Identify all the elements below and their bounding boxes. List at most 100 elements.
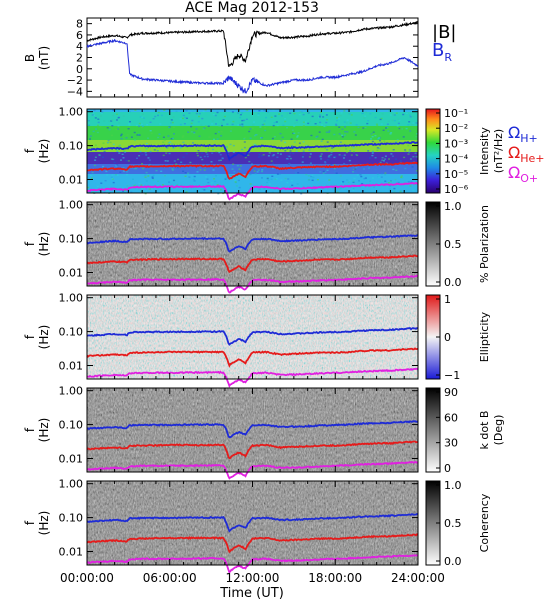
intensity-speck (190, 122, 193, 125)
intensity-speck (140, 116, 143, 118)
intensity-speck (402, 136, 405, 138)
intensity-speck (296, 135, 299, 137)
intensity-speck (320, 111, 322, 113)
intensity-speck (346, 119, 349, 121)
intensity-speck (106, 127, 109, 129)
intensity-speck (147, 157, 150, 159)
intensity-speck (221, 124, 223, 127)
intensity-speck (220, 121, 223, 124)
intensity-speck (302, 150, 305, 152)
panel-polarization: 1.00 0.10 0.01 f (Hz) 1.0 0.5 0.0 % Polarization (23, 199, 491, 294)
intensity-speck (212, 113, 215, 116)
intensity-speck (223, 115, 226, 118)
intensity-speck (278, 113, 281, 115)
intensity-speck (234, 179, 236, 182)
polarization-texture (87, 202, 418, 286)
intensity-speck (326, 119, 329, 121)
intensity-speck (116, 164, 119, 166)
panel-ellipticity: 1.00 0.10 0.01 f (Hz) 1 0 −1 Ellipticity (23, 292, 491, 388)
intensity-speck (279, 153, 282, 155)
intensity-speck (412, 122, 415, 124)
intensity-speck (377, 138, 379, 140)
intensity-speck (341, 136, 344, 138)
intensity-speck (100, 112, 103, 114)
intensity-speck (266, 177, 269, 180)
intensity-speck (197, 121, 200, 123)
intensity-speck (176, 183, 179, 186)
colorbar-title: k dot B (478, 411, 491, 450)
colorbar-tick-label: 0 (444, 331, 451, 344)
intensity-speck (270, 160, 273, 162)
intensity-speck (327, 156, 330, 158)
intensity-speck (399, 159, 402, 162)
omega-legend: ΩH+ ΩHe+ ΩO+ (508, 123, 545, 185)
intensity-speck (215, 123, 217, 125)
f-ylabel-top: f (23, 148, 37, 153)
intensity-speck (274, 178, 277, 180)
intensity-speck (393, 114, 396, 116)
intensity-speck (149, 121, 152, 123)
b-ytick-label: 6 (76, 29, 83, 42)
intensity-speck (335, 123, 338, 125)
intensity-speck (238, 168, 241, 170)
intensity-speck (338, 188, 341, 190)
intensity-speck (94, 159, 97, 161)
intensity-speck (102, 142, 105, 144)
intensity-speck (230, 127, 233, 130)
intensity-speck (248, 174, 251, 176)
intensity-colorbar (425, 108, 441, 194)
intensity-speck (295, 119, 298, 121)
intensity-speck (127, 160, 130, 162)
intensity-speck (243, 138, 246, 140)
colorbar-tick-label: 0.5 (444, 517, 462, 530)
intensity-speck (372, 186, 375, 188)
colorbar-tick-label: 10⁻³ (444, 137, 468, 150)
intensity-speck (319, 116, 321, 118)
intensity-speck (339, 115, 342, 117)
intensity-speck (318, 131, 321, 133)
intensity-speck (326, 169, 329, 171)
intensity-speck (324, 171, 327, 173)
intensity-speck (389, 133, 392, 135)
intensity-speck (354, 134, 357, 136)
x-axis-label: Time (UT) (219, 586, 284, 600)
intensity-speck (214, 114, 217, 117)
intensity-speck (204, 125, 207, 127)
intensity-speck (336, 119, 338, 122)
intensity-speck (171, 169, 174, 171)
intensity-speck (239, 165, 242, 167)
colorbar-tick-label: 0 (444, 462, 451, 475)
intensity-speck (203, 155, 206, 158)
intensity-speck (294, 171, 297, 173)
intensity-speck (118, 152, 121, 154)
colorbar-tick-label: 10⁻¹ (444, 107, 468, 120)
colorbar-tick-label: 90 (444, 386, 458, 399)
intensity-speck (175, 163, 178, 165)
intensity-speck (181, 136, 184, 138)
intensity-speck (229, 130, 232, 132)
intensity-speck (369, 180, 372, 182)
x-tick-label: 12:00:00 (226, 571, 280, 585)
intensity-speck (164, 160, 167, 162)
intensity-speck (173, 133, 175, 135)
intensity-speck (148, 159, 151, 161)
intensity-speck (416, 135, 419, 138)
intensity-speck (339, 175, 342, 177)
intensity-speck (143, 117, 145, 119)
intensity-speck (211, 123, 214, 125)
intensity-speck (109, 141, 112, 144)
intensity-speck (91, 171, 94, 174)
intensity-speck (241, 125, 244, 127)
intensity-speck (157, 180, 160, 182)
intensity-speck (376, 149, 379, 151)
f-ytick-label: 0.10 (59, 512, 84, 525)
intensity-speck (271, 191, 274, 194)
intensity-speck (358, 180, 360, 182)
intensity-speck (402, 113, 405, 116)
intensity-speck (141, 125, 144, 127)
intensity-speck (146, 124, 149, 126)
intensity-speck (318, 189, 321, 191)
panel-intensity: 1.00 0.10 0.01 f (Hz) 10⁻¹ 10⁻² 10⁻³ 10⁻⁴ 10⁻⁵ 10⁻… (23, 106, 505, 201)
intensity-speck (118, 122, 121, 124)
intensity-speck (147, 175, 150, 177)
